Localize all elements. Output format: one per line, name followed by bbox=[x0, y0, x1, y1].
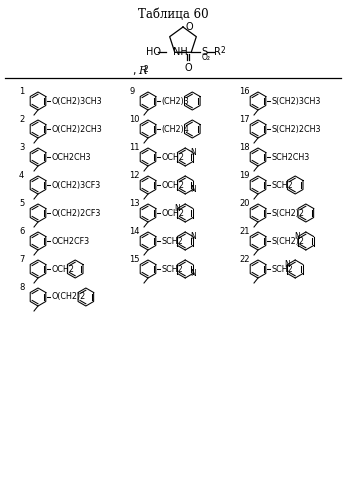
Text: SCH2: SCH2 bbox=[271, 264, 293, 273]
Text: 2: 2 bbox=[19, 114, 24, 123]
Text: N: N bbox=[174, 204, 180, 213]
Text: 7: 7 bbox=[19, 254, 24, 263]
Text: 22: 22 bbox=[239, 254, 249, 263]
Text: 10: 10 bbox=[129, 114, 139, 123]
Text: S: S bbox=[201, 47, 207, 57]
Text: 14: 14 bbox=[129, 227, 139, 236]
Text: 12: 12 bbox=[129, 171, 139, 180]
Text: 5: 5 bbox=[19, 199, 24, 208]
Text: 3: 3 bbox=[19, 143, 24, 152]
Text: SCH2CH3: SCH2CH3 bbox=[271, 153, 309, 162]
Text: NH: NH bbox=[173, 47, 188, 57]
Text: R: R bbox=[138, 66, 146, 76]
Text: ,: , bbox=[132, 66, 136, 76]
Text: 2: 2 bbox=[220, 46, 225, 55]
Text: N: N bbox=[191, 232, 196, 241]
Text: 4: 4 bbox=[19, 171, 24, 180]
Text: S(CH2)3CH3: S(CH2)3CH3 bbox=[271, 96, 320, 105]
Text: N: N bbox=[191, 269, 196, 278]
Text: O: O bbox=[184, 63, 192, 73]
Text: O(CH2)2CF3: O(CH2)2CF3 bbox=[51, 209, 100, 218]
Text: 19: 19 bbox=[239, 171, 249, 180]
Text: OCH2CF3: OCH2CF3 bbox=[51, 237, 89, 246]
Text: 18: 18 bbox=[239, 143, 249, 152]
Text: 20: 20 bbox=[239, 199, 249, 208]
Text: O(CH2)3CH3: O(CH2)3CH3 bbox=[51, 96, 102, 105]
Text: 2: 2 bbox=[144, 64, 149, 73]
Text: 6: 6 bbox=[19, 227, 24, 236]
Text: N: N bbox=[191, 148, 196, 157]
Text: 13: 13 bbox=[129, 199, 140, 208]
Text: N: N bbox=[295, 232, 300, 241]
Text: R: R bbox=[214, 47, 221, 57]
Text: OCH2: OCH2 bbox=[161, 209, 184, 218]
Text: OCH2CH3: OCH2CH3 bbox=[51, 153, 91, 162]
Text: SCH2: SCH2 bbox=[161, 237, 183, 246]
Text: O(CH2)2: O(CH2)2 bbox=[51, 292, 85, 301]
Text: (CH2)4: (CH2)4 bbox=[161, 124, 189, 134]
Text: SCH2: SCH2 bbox=[271, 181, 293, 190]
Text: 17: 17 bbox=[239, 114, 249, 123]
Text: HO: HO bbox=[146, 47, 161, 57]
Text: OCH2: OCH2 bbox=[51, 264, 74, 273]
Text: 1: 1 bbox=[19, 86, 24, 95]
Text: O(CH2)2CH3: O(CH2)2CH3 bbox=[51, 124, 102, 134]
Text: S(CH2)2: S(CH2)2 bbox=[271, 209, 304, 218]
Text: (CH2)3: (CH2)3 bbox=[161, 96, 189, 105]
Text: OCH2: OCH2 bbox=[161, 153, 184, 162]
Text: 11: 11 bbox=[129, 143, 139, 152]
Text: SCH2: SCH2 bbox=[161, 264, 183, 273]
Text: S(CH2)2CH3: S(CH2)2CH3 bbox=[271, 124, 320, 134]
Text: OCH2: OCH2 bbox=[161, 181, 184, 190]
Text: 15: 15 bbox=[129, 254, 139, 263]
Text: N: N bbox=[284, 260, 290, 269]
Text: 9: 9 bbox=[129, 86, 134, 95]
Text: O(CH2)3CF3: O(CH2)3CF3 bbox=[51, 181, 100, 190]
Text: O₂: O₂ bbox=[201, 53, 210, 62]
Text: Таблица 60: Таблица 60 bbox=[138, 8, 208, 21]
Text: N: N bbox=[191, 185, 196, 194]
Text: 8: 8 bbox=[19, 282, 24, 291]
Text: 21: 21 bbox=[239, 227, 249, 236]
Text: 16: 16 bbox=[239, 86, 249, 95]
Text: O: O bbox=[185, 22, 193, 32]
Text: S(CH2)2: S(CH2)2 bbox=[271, 237, 304, 246]
